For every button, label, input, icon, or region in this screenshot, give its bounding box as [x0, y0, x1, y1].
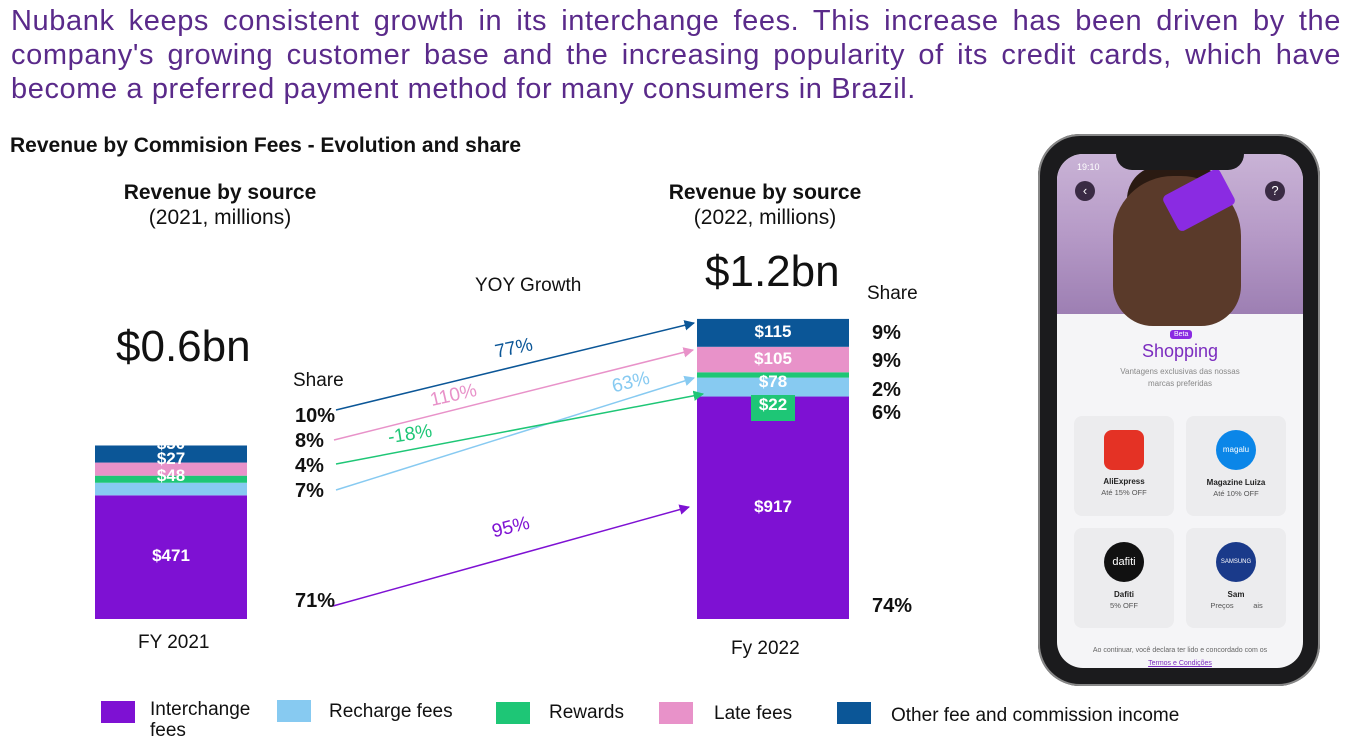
store-tile-samsung[interactable]: SAMSUNG Sam Preços ais: [1186, 528, 1286, 628]
growth-arrow-other: [335, 320, 696, 411]
bar-segment-recharge-1: [697, 377, 849, 397]
bar-value-label: $105: [754, 348, 792, 368]
hero-photo: 19:10 ‹ ?: [1057, 154, 1303, 326]
terms-link[interactable]: Termos e Condições: [1148, 660, 1212, 667]
bar-segment-interchange-0: [95, 495, 247, 619]
store-offer-end: ais: [1253, 601, 1263, 610]
left-title-text: Revenue by source: [123, 181, 317, 204]
left-share-header: Share: [293, 370, 344, 391]
right-share-header: Share: [867, 283, 918, 304]
rewards-label-box: [751, 395, 795, 421]
terms-footer: Ao continuar, você declara ter lido e co…: [1063, 644, 1297, 668]
bar-segment-other-0: [95, 445, 247, 463]
store-offer: Até 10% OFF: [1213, 489, 1259, 498]
phone-notch: [1116, 146, 1244, 170]
store-name: Dafiti: [1114, 590, 1134, 599]
legend-label-late: Late fees: [714, 703, 793, 724]
right-title-text: Revenue by source: [668, 181, 862, 204]
samsung-logo-icon: SAMSUNG: [1216, 542, 1256, 582]
left-subtitle: (2021, millions): [148, 206, 292, 229]
section-title: Revenue by Commision Fees - Evolution an…: [10, 134, 522, 157]
legend-label-recharge: Recharge fees: [329, 701, 453, 722]
share-label: 4%: [295, 455, 324, 477]
bar-segment-rewards-1: [697, 372, 849, 378]
bar-value-label: $917: [754, 496, 792, 516]
share-label: 7%: [295, 480, 324, 502]
share-label: 10%: [295, 405, 336, 427]
fy2022-label: Fy 2022: [731, 638, 800, 659]
right-subtitle: (2022, millions): [693, 206, 837, 229]
share-label: 71%: [295, 590, 336, 612]
store-name: Magazine Luiza: [1206, 478, 1266, 487]
store-offer: Preços: [1210, 601, 1234, 610]
terms-text: Ao continuar, você declara ter lido e co…: [1092, 647, 1268, 654]
share-label: 2%: [872, 379, 901, 401]
right-chart-title: Revenue by source (2022, millions): [630, 180, 900, 230]
share-label: 74%: [872, 595, 913, 617]
bar-segment-rewards-0: [95, 475, 247, 483]
bar-segment-interchange-1: [697, 396, 849, 619]
store-offer: Até 15% OFF: [1101, 488, 1147, 497]
store-name: AliExpress: [1103, 477, 1145, 486]
aliexpress-logo-icon: [1104, 430, 1144, 470]
legend-label-rewards: Rewards: [549, 702, 624, 723]
bar-value-label: $48: [156, 466, 186, 485]
legend-label-interchange: Interchange fees: [150, 699, 251, 741]
bar-value-label: $27: [156, 449, 186, 468]
bar-segment-late-0: [95, 462, 247, 476]
bar-segment-late-1: [697, 346, 849, 373]
bar-value-label: $22: [758, 395, 788, 414]
legend-swatch-late: [659, 702, 693, 724]
legend-swatch-recharge: [277, 700, 311, 722]
fy2021-label: FY 2021: [138, 632, 210, 653]
store-tile-dafiti[interactable]: dafiti Dafiti 5% OFF: [1074, 528, 1174, 628]
legend-swatch-interchange: [101, 701, 135, 723]
growth-arrow-late: [333, 347, 695, 441]
bar-value-label: $471: [152, 546, 190, 566]
intro-paragraph: Nubank keeps consistent growth in its in…: [11, 5, 1341, 105]
store-name: Sam: [1227, 590, 1245, 599]
right-total: $1.2bn: [705, 247, 840, 296]
bar-segment-other-1: [697, 318, 849, 347]
share-label: 6%: [872, 402, 901, 424]
share-label: 8%: [295, 430, 324, 452]
bar-value-label: $65: [156, 417, 186, 436]
legend-label-other: Other fee and commission income: [891, 705, 1180, 726]
store-tile-magazine-luiza[interactable]: magalu Magazine Luiza Até 10% OFF: [1186, 416, 1286, 516]
dafiti-logo-icon: dafiti: [1104, 542, 1144, 582]
bar-value-label: $50: [156, 434, 186, 453]
legend-swatch-rewards: [496, 702, 530, 724]
shopping-title: Shopping: [1141, 341, 1219, 361]
bar-value-label: $78: [758, 372, 788, 391]
store-offer: 5% OFF: [1110, 601, 1138, 610]
phone-screen: 19:10 ‹ ? Beta Shopping Vantagens exclus…: [1057, 154, 1303, 668]
store-tile-aliexpress[interactable]: AliExpress Até 15% OFF: [1074, 416, 1174, 516]
growth-arrow-interchange: [332, 504, 691, 607]
left-chart-title: Revenue by source (2021, millions): [80, 180, 360, 230]
bar-value-label: $115: [754, 321, 792, 341]
help-icon[interactable]: ?: [1265, 181, 1285, 201]
share-label: 9%: [872, 350, 901, 372]
yoy-growth-header: YOY Growth: [475, 275, 582, 296]
shopping-subtitle: Vantagens exclusivas das nossas marcas p…: [1120, 367, 1240, 388]
magalu-logo-icon: magalu: [1216, 430, 1256, 470]
beta-badge: Beta: [1170, 330, 1193, 339]
left-total: $0.6bn: [116, 322, 251, 371]
back-icon[interactable]: ‹: [1075, 181, 1095, 201]
share-label: 9%: [872, 322, 901, 344]
bar-segment-recharge-0: [95, 482, 247, 496]
growth-arrow-rewards: [335, 390, 705, 465]
status-time: 19:10: [1077, 162, 1100, 172]
growth-arrow-recharge: [335, 375, 696, 491]
stacked-bar-chart: [95, 318, 849, 619]
legend-swatch-other: [837, 702, 871, 724]
